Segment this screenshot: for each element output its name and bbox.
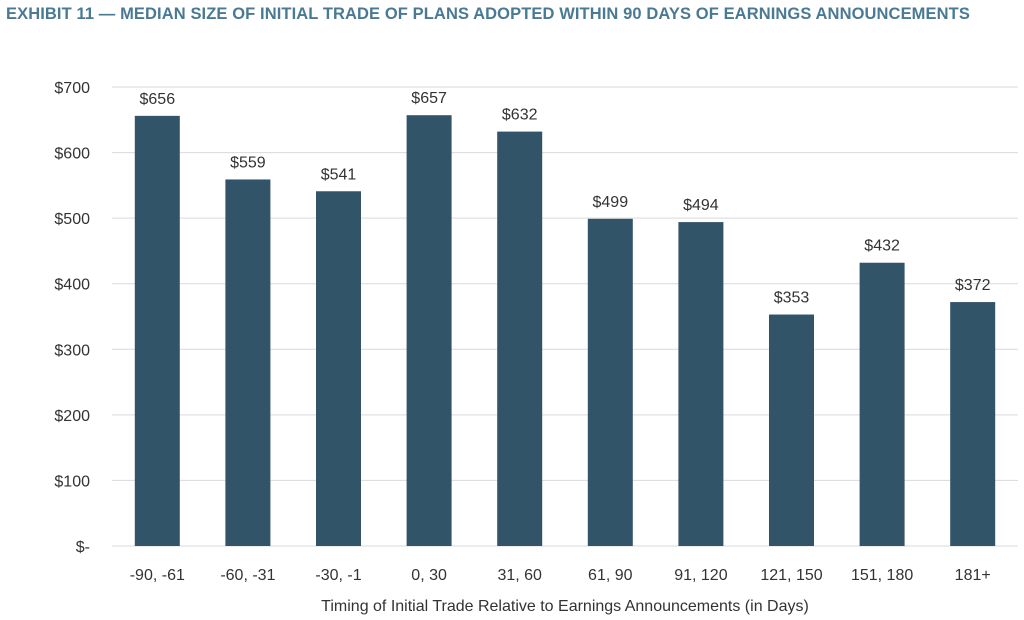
bar: [406, 115, 452, 547]
y-tick-label: $100: [54, 473, 90, 490]
bar: [225, 179, 271, 546]
y-tick-label: $200: [54, 408, 90, 425]
x-tick-label: 0, 30: [411, 567, 447, 584]
y-tick-label: $600: [54, 146, 90, 163]
x-tick-label: -60, -31: [220, 567, 275, 584]
x-tick-label: 121, 150: [760, 567, 822, 584]
x-axis-tick-labels: -90, -61 -60, -31 -30, -1 0, 30 31, 60 61, 90…: [130, 567, 991, 584]
x-tick-label: -90, -61: [130, 567, 185, 584]
data-label: $499: [593, 194, 629, 211]
data-label: $657: [411, 90, 447, 107]
y-tick-label: $400: [54, 277, 90, 294]
chart-title: EXHIBIT 11 — MEDIAN SIZE OF INITIAL TRAD…: [6, 5, 970, 23]
x-axis-title: Timing of Initial Trade Relative to Earn…: [321, 598, 809, 615]
data-label: $656: [140, 91, 176, 108]
data-label: $372: [955, 277, 991, 294]
bar: [769, 314, 814, 546]
y-tick-label: $-: [76, 539, 90, 556]
bar: [678, 222, 724, 546]
bars: [134, 115, 996, 547]
bar: [587, 218, 633, 546]
bar: [859, 262, 905, 546]
data-label: $559: [230, 154, 266, 171]
x-tick-label: -30, -1: [315, 567, 361, 584]
y-axis-tick-labels: $- $100 $200 $300 $400 $500 $600 $700: [54, 80, 90, 556]
data-label: $541: [321, 166, 357, 183]
data-label: $632: [502, 107, 538, 124]
data-label: $432: [864, 238, 900, 255]
x-tick-label: 31, 60: [497, 567, 542, 584]
data-label: $494: [683, 197, 719, 214]
y-tick-label: $300: [54, 342, 90, 359]
bar: [316, 191, 361, 546]
y-tick-label: $500: [54, 211, 90, 228]
bar: [134, 115, 180, 546]
x-tick-label: 91, 120: [674, 567, 727, 584]
bar: [497, 131, 543, 547]
data-labels: $656 $559 $541 $657 $632 $499 $494 $353 $432 $372: [140, 90, 991, 306]
x-tick-label: 61, 90: [588, 567, 633, 584]
y-tick-label: $700: [54, 80, 90, 97]
x-tick-label: 181+: [955, 567, 991, 584]
x-tick-label: 151, 180: [851, 567, 913, 584]
data-label: $353: [774, 290, 810, 307]
bar: [950, 302, 996, 546]
